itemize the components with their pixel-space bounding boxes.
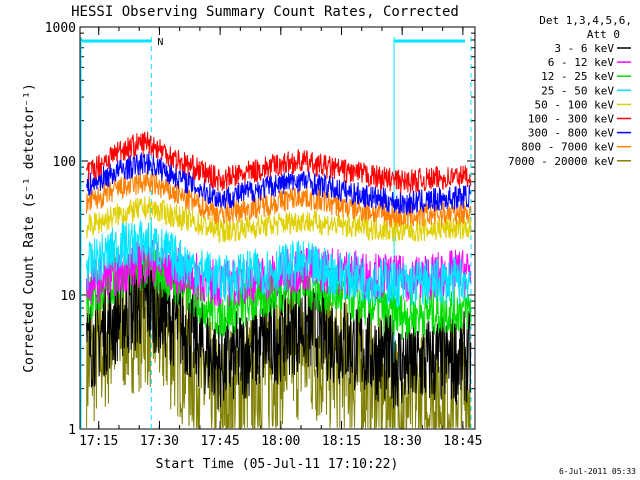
x-axis-label: Start Time (05-Jul-11 17:10:22) xyxy=(156,457,399,472)
chart-title: HESSI Observing Summary Count Rates, Cor… xyxy=(71,4,459,20)
x-tick-label: 18:45 xyxy=(443,434,482,449)
legend-label-2: 6 - 12 keV xyxy=(548,56,615,69)
legend-label-3: 12 - 25 keV xyxy=(541,70,614,83)
legend-label-8: 800 - 7000 keV xyxy=(521,141,614,154)
legend-label-1: 3 - 6 keV xyxy=(554,42,614,55)
x-tick-label: 17:30 xyxy=(140,434,179,449)
x-tick-label: 18:15 xyxy=(322,434,361,449)
y-tick-label: 1 xyxy=(68,423,76,438)
legend-label-5: 50 - 100 keV xyxy=(535,98,615,111)
legend-label-9: 7000 - 20000 keV xyxy=(508,155,614,168)
plot-frame xyxy=(79,26,476,430)
footer-date: 6-Jul-2011 05:33 xyxy=(559,467,636,476)
series-line-8 xyxy=(86,170,472,228)
series-line-4 xyxy=(86,220,471,308)
x-tick-label: 17:45 xyxy=(201,434,240,449)
legend-label-4: 25 - 50 keV xyxy=(541,84,614,97)
series-line-6 xyxy=(86,131,472,194)
y-tick-label: 10 xyxy=(60,289,76,304)
y-tick-label: 1000 xyxy=(45,21,76,36)
legend-header-line-1: Det 1,3,4,5,6, xyxy=(539,14,632,27)
plot-area: 1 10 100 1000 17:15 17:30 17:45 18:00 18:15 18:30… xyxy=(45,21,483,449)
y-axis-label: Corrected Count Rate (s⁻¹ detector⁻¹) xyxy=(22,83,37,373)
x-tick-label: 18:00 xyxy=(261,434,300,449)
x-tick-label: 18:30 xyxy=(383,434,422,449)
series-line-5 xyxy=(86,196,472,243)
flag-label: N xyxy=(157,37,163,48)
legend-label-7: 300 - 800 keV xyxy=(528,127,614,140)
series-line-7 xyxy=(86,151,472,215)
legend-label-6: 100 - 300 keV xyxy=(528,113,614,126)
y-tick-label: 100 xyxy=(53,155,76,170)
x-tick-label: 17:15 xyxy=(79,434,118,449)
series-line-1 xyxy=(86,262,472,410)
legend-header-line-2: Att 0 xyxy=(587,28,620,41)
